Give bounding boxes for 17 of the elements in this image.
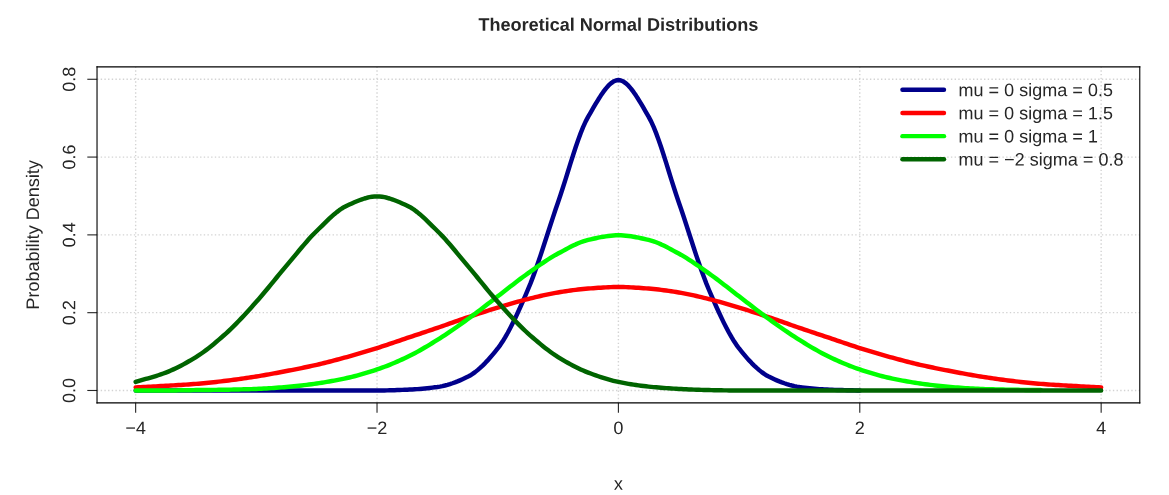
y-tick-label: 0.4 bbox=[62, 222, 76, 247]
x-tick-label: 0 bbox=[614, 421, 623, 435]
x-tick-label: −4 bbox=[126, 421, 146, 435]
legend-label: mu = 0 sigma = 1 bbox=[959, 129, 1098, 147]
y-tick-label: 0.0 bbox=[62, 378, 76, 403]
y-axis-title: Probability Density bbox=[25, 160, 43, 309]
y-tick-label: 0.8 bbox=[62, 67, 76, 92]
legend-label: mu = −2 sigma = 0.8 bbox=[959, 152, 1123, 170]
x-tick-label: 2 bbox=[855, 421, 864, 435]
legend-label: mu = 0 sigma = 0.5 bbox=[959, 83, 1113, 100]
x-tick-label: −2 bbox=[367, 421, 387, 435]
legend-label: mu = 0 sigma = 1.5 bbox=[959, 106, 1113, 124]
y-tick-label: 0.2 bbox=[62, 301, 76, 325]
chart-title: Theoretical Normal Distributions bbox=[478, 17, 758, 31]
y-tick-label: 0.6 bbox=[62, 145, 76, 169]
x-tick-label: 4 bbox=[1096, 421, 1106, 435]
x-axis-title: x bbox=[614, 480, 623, 490]
